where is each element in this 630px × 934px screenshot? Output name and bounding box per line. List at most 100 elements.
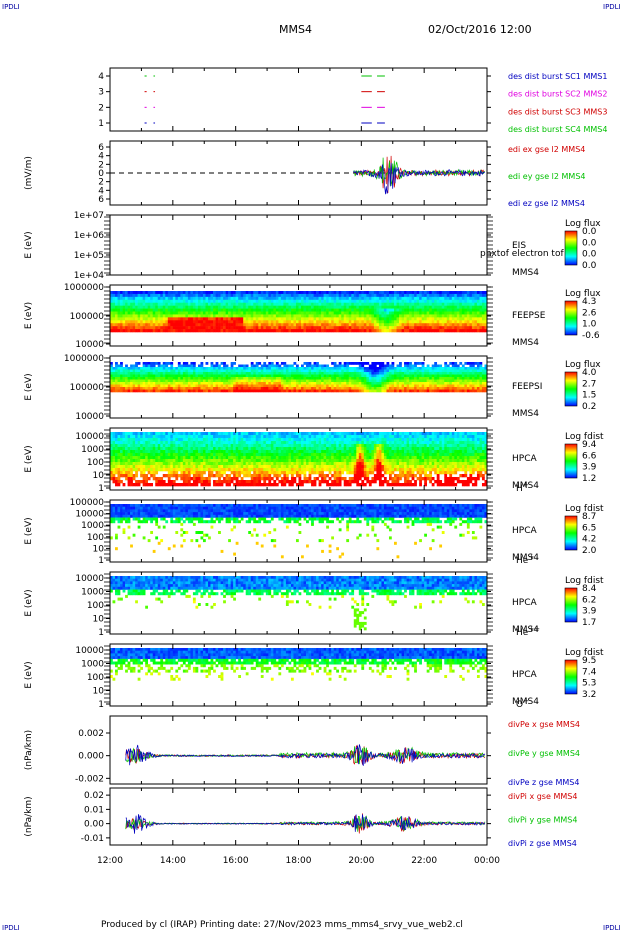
spectrogram-cell bbox=[202, 382, 206, 385]
spectrogram-cell bbox=[343, 362, 347, 365]
spectrogram-cell bbox=[200, 477, 204, 481]
spectrogram-cell bbox=[190, 384, 194, 388]
spectrogram-cell bbox=[454, 374, 458, 378]
spectrogram-cell bbox=[341, 302, 345, 306]
spectrogram-cell bbox=[316, 329, 319, 333]
spectrogram-cell bbox=[351, 362, 355, 365]
spectrogram-cell bbox=[162, 468, 166, 472]
spectrogram-cell bbox=[401, 296, 405, 301]
spectrogram-cell bbox=[152, 362, 156, 365]
spectrogram-cell bbox=[293, 302, 297, 306]
spectrogram-cell bbox=[218, 367, 221, 370]
spectrogram-cell bbox=[175, 444, 179, 448]
spectrogram-cell bbox=[283, 377, 287, 380]
spectrogram-cell bbox=[235, 296, 239, 301]
spectrogram-cell bbox=[195, 367, 199, 370]
spectrogram-cell bbox=[167, 471, 171, 475]
spectrogram-cell bbox=[210, 308, 214, 312]
spectrogram-cell bbox=[253, 435, 257, 439]
spectrogram-cell bbox=[411, 374, 415, 378]
spectrogram-cell bbox=[150, 367, 154, 370]
spectrogram-cell bbox=[343, 372, 347, 375]
spectrogram-cell bbox=[120, 311, 123, 315]
spectrogram-cell bbox=[208, 459, 211, 463]
spectrogram-cell bbox=[112, 379, 116, 383]
spectrogram-cell bbox=[280, 477, 284, 481]
spectrogram-cell bbox=[378, 299, 382, 304]
spectrogram-cell bbox=[260, 296, 264, 301]
spectrogram-cell bbox=[127, 389, 131, 393]
spectrogram-cell bbox=[280, 462, 284, 466]
spectrogram-cell bbox=[323, 293, 327, 298]
spectrogram-cell bbox=[122, 326, 126, 330]
spectrogram-cell bbox=[388, 296, 392, 301]
spectrogram-cell bbox=[167, 438, 171, 442]
spectrogram-cell bbox=[167, 462, 171, 466]
spectrogram-cell bbox=[363, 314, 367, 318]
spectrogram-cell bbox=[250, 456, 254, 460]
spectrogram-cell bbox=[331, 296, 334, 301]
spectrogram-cell bbox=[172, 444, 176, 448]
spectrogram-cell bbox=[235, 317, 239, 321]
spectrogram-cell bbox=[336, 382, 340, 385]
spectrogram-cell bbox=[383, 302, 387, 306]
spectrogram-cell bbox=[263, 444, 267, 448]
spectrogram-cell bbox=[311, 329, 314, 333]
spectrogram-cell bbox=[406, 305, 410, 309]
spectrogram-cell bbox=[187, 483, 191, 487]
spectrogram-cell bbox=[260, 308, 264, 312]
spectrogram-cell bbox=[142, 291, 146, 295]
spectrogram-cell bbox=[142, 450, 146, 454]
spectrogram-cell bbox=[117, 305, 121, 309]
spectrogram-cell bbox=[326, 372, 329, 375]
spectrogram-cell bbox=[225, 462, 229, 466]
spectrogram-cell bbox=[182, 453, 186, 457]
spectrogram-cell bbox=[328, 299, 332, 304]
spectrogram-cell bbox=[238, 462, 241, 466]
spectrogram-cell bbox=[283, 308, 287, 312]
spectrogram-cell bbox=[145, 444, 148, 448]
spectrogram-cell bbox=[285, 369, 289, 373]
spectrogram-cell bbox=[298, 291, 302, 295]
spectrogram-cell bbox=[162, 374, 166, 378]
spectrogram-cell bbox=[381, 314, 385, 318]
spectrogram-cell bbox=[142, 308, 146, 312]
spectrogram-cell bbox=[152, 387, 156, 390]
spectrogram-cell bbox=[348, 329, 352, 333]
spectrogram-cell bbox=[208, 387, 211, 390]
spectrogram-cell bbox=[275, 459, 279, 463]
spectrogram-cell bbox=[147, 372, 151, 375]
spectrogram-cell bbox=[130, 480, 133, 484]
spectrogram-cell bbox=[260, 471, 264, 475]
spectrogram-cell bbox=[263, 471, 267, 475]
spectrogram-cell bbox=[215, 483, 219, 487]
spectrogram-cell bbox=[228, 323, 231, 327]
spectrogram-cell bbox=[444, 317, 448, 321]
spectrogram-cell bbox=[474, 291, 478, 295]
spectrogram-cell bbox=[449, 362, 453, 365]
spectrogram-cell bbox=[202, 453, 206, 457]
spectrogram-cell bbox=[152, 456, 156, 460]
spectrogram-cell bbox=[409, 372, 412, 375]
spectrogram-cell bbox=[446, 299, 450, 304]
spectrogram-cell bbox=[255, 462, 259, 466]
spectrogram-cell bbox=[328, 311, 332, 315]
spectrogram-cell bbox=[112, 374, 116, 378]
spectrogram-cell bbox=[172, 374, 176, 378]
spectrogram-cell bbox=[399, 387, 402, 390]
spectrogram-cell bbox=[436, 320, 440, 324]
spectrogram-cell bbox=[474, 387, 478, 390]
spectrogram-cell bbox=[223, 471, 226, 475]
spectrogram-cell bbox=[120, 323, 123, 327]
spectrogram-cell bbox=[451, 382, 455, 385]
spectrogram-cell bbox=[298, 329, 302, 333]
spectrogram-cell bbox=[167, 480, 171, 484]
spectrogram-cell bbox=[202, 444, 206, 448]
spectrogram-cell bbox=[112, 462, 116, 466]
spectrogram-cell bbox=[147, 364, 151, 368]
spectrogram-cell bbox=[220, 435, 224, 439]
spectrogram-cell bbox=[137, 384, 141, 388]
spectrogram-cell bbox=[406, 323, 410, 327]
spectrogram-cell bbox=[391, 362, 395, 365]
spectrogram-cell bbox=[308, 291, 312, 295]
